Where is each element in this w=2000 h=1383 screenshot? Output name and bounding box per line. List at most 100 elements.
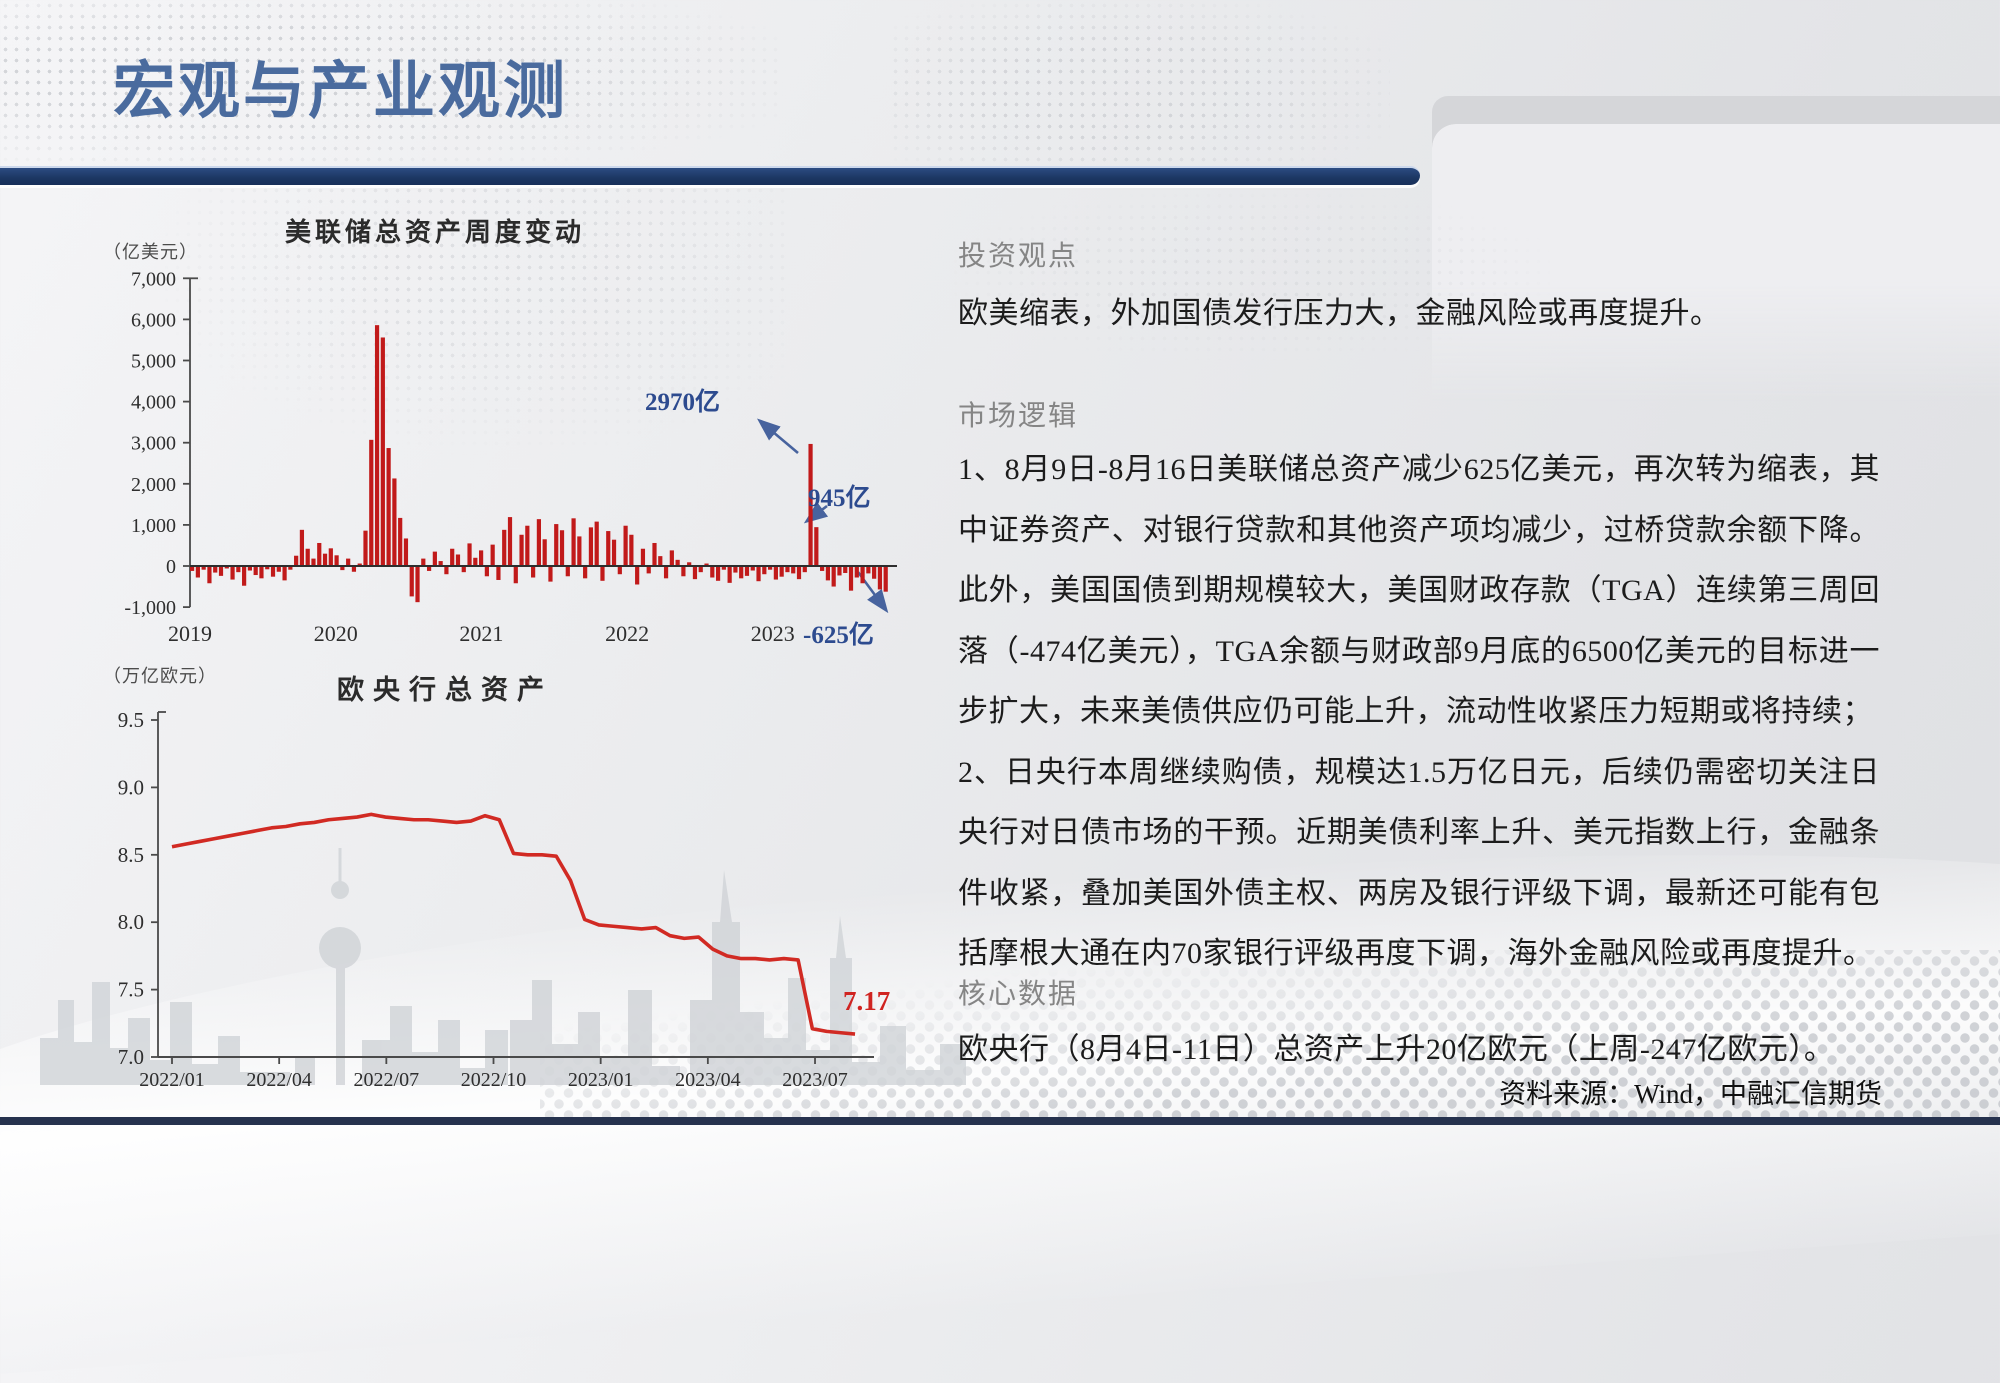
fed-bar [617,566,622,575]
fed-bar [663,566,669,579]
fed-bar [623,525,628,566]
fed-bar [253,566,258,576]
fed-bar [583,566,588,579]
fed-bar [305,548,310,566]
fed-bar [883,566,888,592]
market-logic-paragraph-2: 2、日央行本周继续购债，规模达1.5万亿日元，后续仍需密切关注日央行对日债市场的… [958,755,1880,971]
fed-bar [606,531,611,566]
fed-bar [201,566,206,570]
fed-bar [334,555,339,566]
fed-bar [750,566,755,571]
fed-bar [340,566,345,571]
fed-bar [646,566,651,574]
ecb-y-tick-label: 9.5 [118,708,144,732]
fed-bar [727,566,732,583]
fed-bar [843,566,848,573]
fed-bar [640,548,646,566]
fed-x-tick-label: 2021 [459,621,503,646]
ecb-x-tick-label: 2022/04 [246,1069,312,1091]
fed-bar [490,544,495,566]
fed-bar [317,542,322,566]
fed-bar [502,529,507,566]
fed-bar [854,566,859,578]
fed-bar [548,566,553,582]
fed-chart-title: 美联储总资产周度变动 [284,218,585,247]
fed-bar [247,566,252,571]
viewpoint-body: 欧美缩表，外加国债发行压力大，金融风险或再度提升。 [958,297,1721,330]
fed-bar [710,566,715,578]
fed-bar [386,448,391,566]
fed-y-tick-label: -1,000 [124,597,176,619]
fed-bar [207,566,212,584]
fed-bar [496,566,501,580]
fed-bar [299,529,305,566]
fed-bar [311,558,316,566]
fed-bar [461,566,466,573]
fed-bar [820,566,825,571]
fed-x-tick-label: 2020 [314,621,358,646]
fed-bar [692,566,698,580]
ecb-x-tick-label: 2022/07 [354,1069,420,1091]
fed-bar [265,566,270,570]
fed-bar [739,566,744,579]
fed-bar [322,553,328,566]
fed-y-tick-label: 4,000 [131,392,176,414]
fed-bar [218,566,224,576]
fed-bar [802,566,807,573]
ecb-x-tick-label: 2023/04 [675,1069,741,1091]
fed-bar [519,534,524,566]
fed-bar [288,566,293,570]
fed-bar [779,566,784,577]
fed-bar [224,566,229,569]
fed-x-tick-label: 2019 [168,621,212,646]
fed-bar [808,443,813,566]
fed-bar [791,566,796,574]
fed-bar [438,561,443,566]
fed-bar [877,566,883,590]
core-data-heading: 核心数据 [958,979,1079,1010]
ecb-y-tick-label: 9.0 [118,775,144,799]
fed-bar [513,566,518,584]
fed-bar [773,566,778,580]
fed-bar [675,559,680,566]
fed-bar [536,519,541,566]
fed-bar [559,530,565,566]
fed-bar [294,555,299,566]
fed-bar [190,566,195,571]
fed-bar [681,566,686,577]
fed-bar [588,527,594,566]
fed-y-tick-label: 5,000 [131,351,176,373]
fed-bar [507,517,513,566]
fed-bar [230,566,235,580]
fed-annotation-945: 945亿 [808,485,871,512]
fed-bar [259,566,264,579]
fed-bar [600,566,605,581]
core-data-body: 欧央行（8月4日-11日）总资产上升20亿欧元（上周-247亿欧元）。 [958,1033,1835,1066]
fed-bar [374,325,380,566]
market-logic-paragraph-1: 1、8月9日-8月16日美联储总资产减少625亿美元，再次转为缩表，其中证券资产… [958,453,1880,728]
fed-bar [825,566,830,581]
fed-bar [195,566,200,578]
fed-bar [213,566,218,573]
ecb-x-tick-label: 2022/10 [461,1069,527,1091]
fed-bar [796,566,802,580]
fed-bar [363,530,368,566]
fed-bar [421,558,426,566]
fed-bar [721,566,726,570]
fed-bar [542,539,547,566]
fed-bar [744,566,750,576]
fed-bar [872,566,877,579]
fed-x-tick-label: 2023 [751,621,795,646]
source-note: 资料来源：Wind，中融汇信期货 [1499,1079,1882,1109]
fed-bar [554,524,559,566]
fed-bar [270,566,276,577]
ecb-x-tick-label: 2023/01 [568,1069,634,1091]
fed-bar [242,566,247,586]
fed-bar [467,543,472,566]
fed-bar [635,566,640,585]
fed-y-tick-label: 6,000 [131,309,176,331]
fed-annotation-2970: 2970亿 [645,389,721,416]
fed-bar [756,566,761,582]
fed-bar [426,566,432,571]
